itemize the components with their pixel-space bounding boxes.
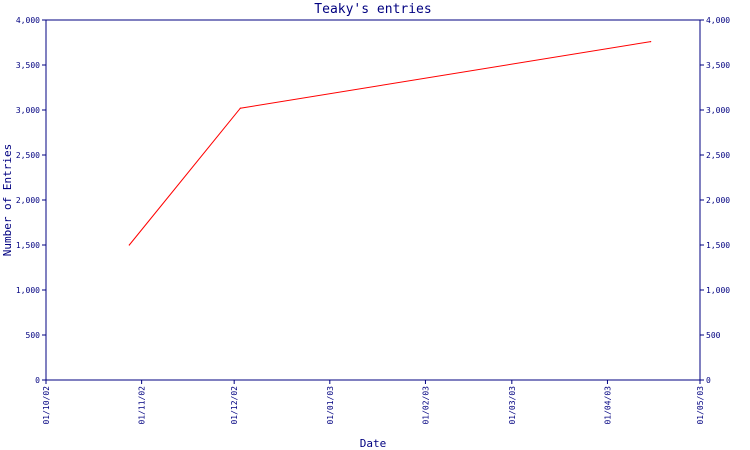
y-tick-label-left: 1,500 [16,241,40,250]
y-tick-label-right: 2,000 [706,196,730,205]
series-point [239,107,241,109]
x-tick-label: 01/04/03 [603,386,612,425]
y-tick-label-right: 0 [706,376,711,385]
x-axis-title: Date [360,437,387,450]
y-tick-label-right: 3,500 [706,61,730,70]
x-tick-label: 01/03/03 [508,386,517,425]
y-tick-label-right: 2,500 [706,151,730,160]
x-tick-label: 01/01/03 [326,386,335,425]
y-tick-label-right: 1,500 [706,241,730,250]
x-tick-label: 01/02/03 [421,386,430,425]
plot-frame [45,19,701,381]
chart-title: Teaky's entries [314,2,431,17]
y-tick-label-left: 2,000 [16,196,40,205]
y-tick-label-right: 3,000 [706,106,730,115]
series-line [128,41,651,246]
x-tick-label: 01/05/03 [696,386,705,425]
y-tick-label-right: 1,000 [706,286,730,295]
y-tick-label-left: 500 [26,331,41,340]
x-tick-label: 01/11/02 [138,386,147,425]
y-tick-label-left: 3,000 [16,106,40,115]
y-axis-title: Number of Entries [1,144,14,257]
y-tick-label-right: 4,000 [706,16,730,25]
y-tick-label-left: 1,000 [16,286,40,295]
y-tick-label-left: 3,500 [16,61,40,70]
x-tick-label: 01/10/02 [42,386,51,425]
series-point [650,41,652,43]
x-tick-label: 01/12/02 [230,386,239,425]
y-tick-label-right: 500 [706,331,721,340]
plot-area: 0 0 500 500 1,000 1,000 1,500 1,500 2,000 2,000 2,… [16,16,730,425]
y-tick-label-left: 2,500 [16,151,40,160]
y-tick-label-left: 0 [35,376,40,385]
series-point [128,244,130,246]
y-tick-label-left: 4,000 [16,16,40,25]
